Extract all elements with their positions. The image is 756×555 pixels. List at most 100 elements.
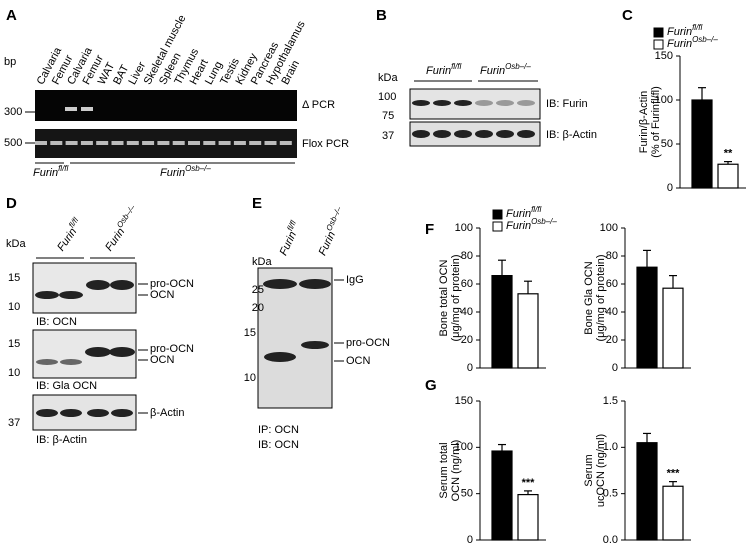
bar [662, 485, 684, 541]
panel-letter: B [376, 7, 387, 24]
bands [35, 280, 135, 417]
y-tick-label: 20 [461, 334, 473, 346]
arrows [138, 283, 148, 414]
axis-unit: kDa [6, 238, 26, 250]
marker: 15 [8, 338, 20, 350]
band [65, 107, 77, 111]
band [433, 100, 451, 106]
group-label: FurinOsb–/– [101, 203, 143, 254]
band [475, 100, 493, 106]
bar [517, 293, 539, 369]
y-tick-label: 0 [667, 182, 673, 194]
band [233, 141, 246, 145]
band [203, 141, 216, 145]
y-tick-label: 0 [467, 362, 473, 374]
axis-unit: kDa [378, 72, 398, 84]
bar [517, 493, 539, 541]
gel-label: Δ PCR [302, 99, 335, 111]
y-tick-label: 1.5 [603, 395, 618, 407]
band [218, 141, 231, 145]
panel-letter: E [252, 195, 262, 212]
y-tick-label: 100 [655, 94, 673, 106]
annotation: *** [667, 468, 681, 480]
panel-letter: D [6, 195, 17, 212]
band [157, 141, 170, 145]
legend-label: FurinOsb–/– [506, 217, 557, 232]
y-axis-label: (μg/mg of protein) [595, 254, 607, 341]
marker: 20 [252, 302, 264, 314]
band [496, 130, 514, 138]
legend-sup: Osb–/– [692, 35, 718, 44]
legend-swatch [653, 27, 664, 38]
y-tick-label: 0.5 [603, 488, 618, 500]
band-label: pro-OCN [346, 337, 390, 349]
gel [35, 90, 297, 121]
panel-letter: C [622, 7, 633, 24]
y-axis-label: Serum total [438, 442, 450, 498]
caption: IP: OCN [258, 424, 299, 436]
legend-name: Furin [506, 208, 531, 220]
band [454, 100, 472, 106]
band [249, 141, 262, 145]
band [412, 100, 430, 106]
band [433, 130, 451, 138]
y-tick-label: 1.0 [603, 441, 618, 453]
y-tick-label: 20 [606, 334, 618, 346]
y-tick-label: 50 [461, 488, 473, 500]
marker: 15 [244, 327, 256, 339]
band [80, 141, 93, 145]
bar [636, 266, 658, 369]
group-label: FurinOsb–/– [314, 205, 349, 258]
legend-label: Furinfl/fl [667, 23, 703, 38]
band [188, 141, 200, 145]
y-axis-label: Bone total OCN [438, 259, 450, 336]
legend-sup: Osb–/– [531, 217, 557, 226]
bar [717, 163, 739, 189]
blot-label: IB: β-Actin [546, 129, 597, 141]
group-label: Furinfl/fl [426, 62, 462, 77]
bar [662, 287, 684, 369]
band-row [412, 100, 535, 138]
bar [691, 99, 713, 189]
blot-label: IB: OCN [36, 316, 77, 328]
group-label: Furinfl/fl [53, 216, 85, 254]
band-label: OCN [346, 355, 371, 367]
panel-letter: A [6, 7, 17, 24]
y-tick-label: 80 [606, 250, 618, 262]
band-label: β-Actin [150, 407, 184, 419]
band [111, 141, 124, 145]
y-tick-label: 150 [655, 50, 673, 62]
panel-letter: G [425, 377, 437, 394]
y-tick-label: 60 [461, 278, 473, 290]
y-tick-label: 100 [600, 222, 618, 234]
group-label: FurinOsb–/– [480, 62, 531, 77]
band [96, 141, 109, 145]
gel-label: Flox PCR [302, 138, 349, 150]
legend-swatch [492, 221, 503, 232]
bar [491, 450, 513, 541]
band [475, 130, 493, 138]
panel-letter: F [425, 221, 434, 238]
y-tick-label: 80 [461, 250, 473, 262]
y-tick-label: 0 [612, 362, 618, 374]
bar [636, 442, 658, 541]
axis-unit: kDa [252, 256, 272, 268]
band [35, 141, 47, 145]
legend-label: FurinOsb–/– [667, 35, 718, 50]
y-axis-label: Furin/β-Actin [638, 91, 650, 154]
band-label: IgG [346, 274, 364, 286]
marker: 500 [4, 137, 22, 149]
bands [263, 279, 331, 362]
band [172, 141, 185, 145]
legend-swatch [492, 209, 503, 220]
y-tick-label: 50 [661, 138, 673, 150]
legend-swatch [653, 39, 664, 50]
marker: 10 [8, 301, 20, 313]
y-tick-label: 150 [455, 395, 473, 407]
y-axis-label: OCN (ng/ml) [450, 440, 462, 502]
y-tick-label: 40 [461, 306, 473, 318]
band [517, 100, 535, 106]
lane-labels: CalvariaFemurCalvariaFemurWATBATLiverSke… [35, 13, 308, 87]
axis-unit: bp [4, 56, 16, 68]
blot-label: IB: β-Actin [36, 434, 87, 446]
